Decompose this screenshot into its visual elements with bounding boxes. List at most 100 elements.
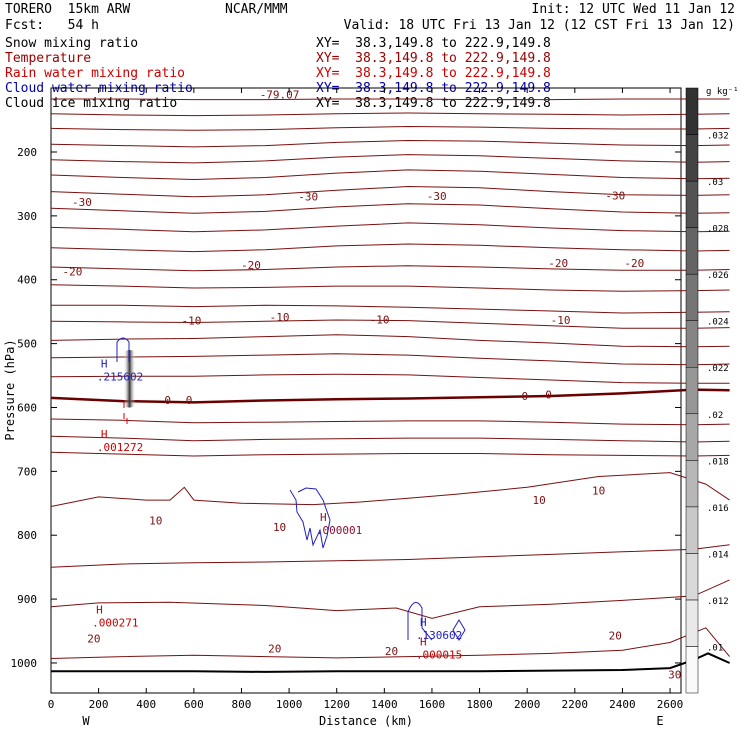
x-tick-label: 1600 — [419, 698, 446, 711]
cloud-water-contour-west — [116, 337, 130, 362]
colorbar-segment — [685, 87, 699, 135]
colorbar-label: .026 — [707, 271, 729, 281]
field-xy-snow: XY= 38.3,149.8 to 222.9,149.8 — [316, 36, 551, 51]
isotherm-label: -10 — [270, 311, 290, 324]
field-label-snow: Snow mixing ratio — [5, 36, 139, 51]
isotherm-label: -20 — [241, 259, 261, 272]
extremum-marker: H — [96, 603, 103, 616]
x-tick-label: 1200 — [323, 698, 350, 711]
x-tick-label: 2200 — [562, 698, 589, 711]
x-tick-label: 1800 — [466, 698, 493, 711]
x-tick-label: 600 — [184, 698, 204, 711]
isotherm-line — [50, 169, 730, 181]
isotherm-line — [50, 435, 730, 443]
colorbar-label: .022 — [707, 364, 729, 374]
isotherm-line — [50, 154, 730, 164]
colorbar-segment — [685, 413, 699, 461]
x-tick-label: 2400 — [609, 698, 636, 711]
isotherm-line — [50, 627, 730, 659]
forecast-hour: Fcst: 54 h — [5, 18, 99, 33]
colorbar-segment — [685, 366, 699, 415]
y-tick-label: 200 — [17, 146, 37, 159]
cloud-water-contour-east-1 — [407, 601, 433, 641]
extremum-marker: H — [101, 358, 108, 371]
field-label-rain: Rain water mixing ratio — [5, 66, 186, 81]
y-tick-label: 1000 — [11, 657, 38, 670]
extremum-value: .000001 — [316, 524, 362, 537]
isotherm-label: -30 — [427, 190, 447, 203]
west-label: W — [82, 714, 90, 728]
cloud-water-contour-center — [289, 487, 331, 549]
extremum-marker: H — [420, 616, 427, 629]
init-time: Init: 12 UTC Wed 11 Jan 12 — [531, 2, 736, 17]
isotherm-label: -30 — [72, 196, 92, 209]
isotherm-label: -30 — [298, 191, 318, 204]
colorbar-label: .02 — [707, 411, 723, 421]
isotherm-line — [51, 98, 730, 101]
colorbar-segment — [685, 320, 699, 368]
cloud-water-contour-east-2 — [452, 619, 466, 641]
isotherm-line — [50, 451, 730, 457]
isotherm-line — [50, 353, 730, 366]
extremum-marker: H — [320, 511, 327, 524]
isotherm-line — [50, 284, 730, 292]
isotherm-label: -20 — [548, 257, 568, 270]
y-tick-label: 300 — [17, 210, 37, 223]
east-label: E — [656, 714, 663, 728]
isotherm-line — [50, 185, 730, 198]
colorbar-segment — [685, 646, 699, 694]
isotherm-line — [50, 472, 730, 507]
x-tick-label: 200 — [89, 698, 109, 711]
x-tick-label: 2600 — [657, 698, 684, 711]
y-tick-label: 800 — [17, 529, 37, 542]
colorbar-label: .032 — [707, 132, 729, 142]
extremum-value: .000271 — [92, 616, 138, 629]
isotherm-label: 10 — [532, 494, 545, 507]
isotherm-line — [50, 139, 730, 148]
isotherm-line — [50, 418, 730, 426]
field-label-temperature: Temperature — [5, 51, 92, 66]
isotherm-label: -79.07 — [260, 89, 300, 102]
colorbar-segment — [685, 273, 699, 321]
y-tick-label: 500 — [17, 338, 37, 351]
isotherm-label: 30 — [668, 668, 681, 681]
x-tick-label: 1400 — [371, 698, 398, 711]
isotherm-line — [50, 319, 730, 329]
isotherm-label: 10 — [273, 521, 286, 534]
isotherm-label: 20 — [268, 642, 281, 655]
field-xy-temperature: XY= 38.3,149.8 to 222.9,149.8 — [316, 51, 551, 66]
colorbar-segment — [685, 599, 699, 647]
y-axis-label: Pressure (hPa) — [3, 339, 17, 440]
isotherm-label: 10 — [149, 515, 162, 528]
colorbar-label: .024 — [707, 318, 729, 328]
x-tick-label: 2000 — [514, 698, 541, 711]
extremum-value: .130602 — [416, 629, 462, 642]
freezing-level-line — [50, 388, 730, 404]
y-tick-label: 700 — [17, 465, 37, 478]
isotherm-label: -20 — [62, 265, 82, 278]
isotherm-line — [50, 544, 730, 568]
isotherm-label: 20 — [385, 645, 398, 658]
isotherm-label: -20 — [624, 257, 644, 270]
field-label-cloud-water: Cloud water mixing ratio — [5, 81, 193, 96]
isotherm-label: 10 — [592, 485, 605, 498]
rain-contour-column — [123, 402, 128, 424]
isotherm-line — [50, 112, 730, 117]
isotherm-line — [50, 203, 730, 214]
extremum-marker: H — [101, 428, 108, 441]
isotherm-label: 0 — [186, 394, 193, 407]
isotherm-line — [50, 125, 730, 131]
x-tick-label: 1000 — [276, 698, 303, 711]
isotherm-line — [50, 222, 730, 233]
isotherm-line — [51, 304, 730, 314]
isotherm-label: 20 — [609, 629, 622, 642]
isotherm-label: -10 — [551, 314, 571, 327]
isotherm-label: -10 — [370, 313, 390, 326]
extremum-value: .215602 — [97, 371, 143, 384]
colorbar-segment — [685, 460, 699, 508]
field-xy-rain: XY= 38.3,149.8 to 222.9,149.8 — [316, 66, 551, 81]
colorbar-label: .014 — [707, 550, 729, 560]
extremum-value: .001272 — [97, 441, 143, 454]
colorbar-unit: g kg⁻¹ — [706, 87, 739, 97]
